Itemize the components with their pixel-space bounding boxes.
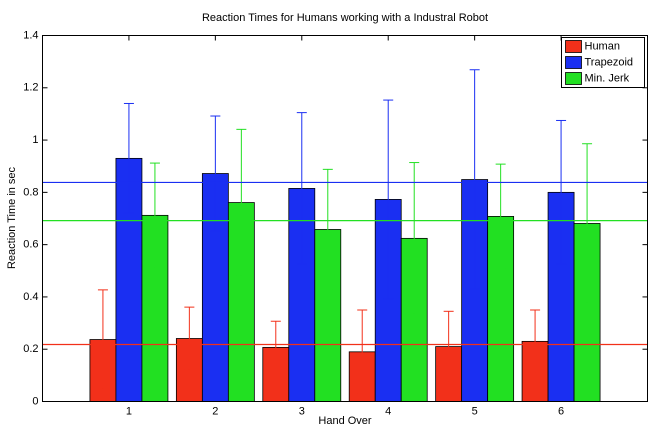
x-tick-label: 4 — [385, 405, 391, 417]
error-bar — [270, 320, 281, 375]
error-bar — [383, 99, 394, 300]
y-tick-label: 1.2 — [23, 82, 38, 94]
legend-swatch — [565, 56, 582, 69]
error-bar — [357, 309, 368, 395]
x-tick-label: 6 — [558, 405, 564, 417]
error-bar — [149, 162, 160, 269]
legend-label: Trapezoid — [585, 56, 634, 68]
x-tick-label: 5 — [472, 405, 478, 417]
x-tick-label: 1 — [126, 405, 132, 417]
error-bar — [469, 69, 480, 290]
error-bar — [443, 310, 454, 383]
y-tick-label: 1.4 — [23, 29, 38, 41]
error-bar — [530, 309, 541, 374]
y-tick-label: 0 — [32, 395, 38, 407]
y-tick-label: 1 — [32, 134, 38, 146]
error-bar — [409, 162, 420, 315]
y-tick-label: 0.4 — [23, 291, 38, 303]
error-bar — [184, 306, 195, 371]
x-axis-label: Hand Over — [318, 415, 372, 427]
error-bar — [296, 112, 307, 265]
legend-label: Human — [585, 40, 620, 52]
y-tick-label: 0.8 — [23, 186, 38, 198]
y-tick-label: 0.2 — [23, 343, 38, 355]
legend-label: Min. Jerk — [585, 72, 630, 84]
error-bar — [210, 115, 221, 232]
legend-swatch — [565, 40, 582, 53]
legend-swatch — [565, 72, 582, 85]
error-bar — [97, 289, 108, 390]
error-bar — [123, 102, 134, 214]
error-bar — [495, 163, 506, 270]
error-bar — [236, 128, 247, 277]
x-tick-label: 2 — [212, 405, 218, 417]
chart-title: Reaction Times for Humans working with a… — [202, 12, 488, 24]
y-axis-label: Reaction Time in sec — [6, 166, 18, 269]
error-bar — [582, 143, 593, 304]
x-tick-label: 3 — [299, 405, 305, 417]
error-bar — [322, 168, 333, 291]
error-bar — [556, 119, 567, 265]
y-tick-label: 0.6 — [23, 239, 38, 251]
